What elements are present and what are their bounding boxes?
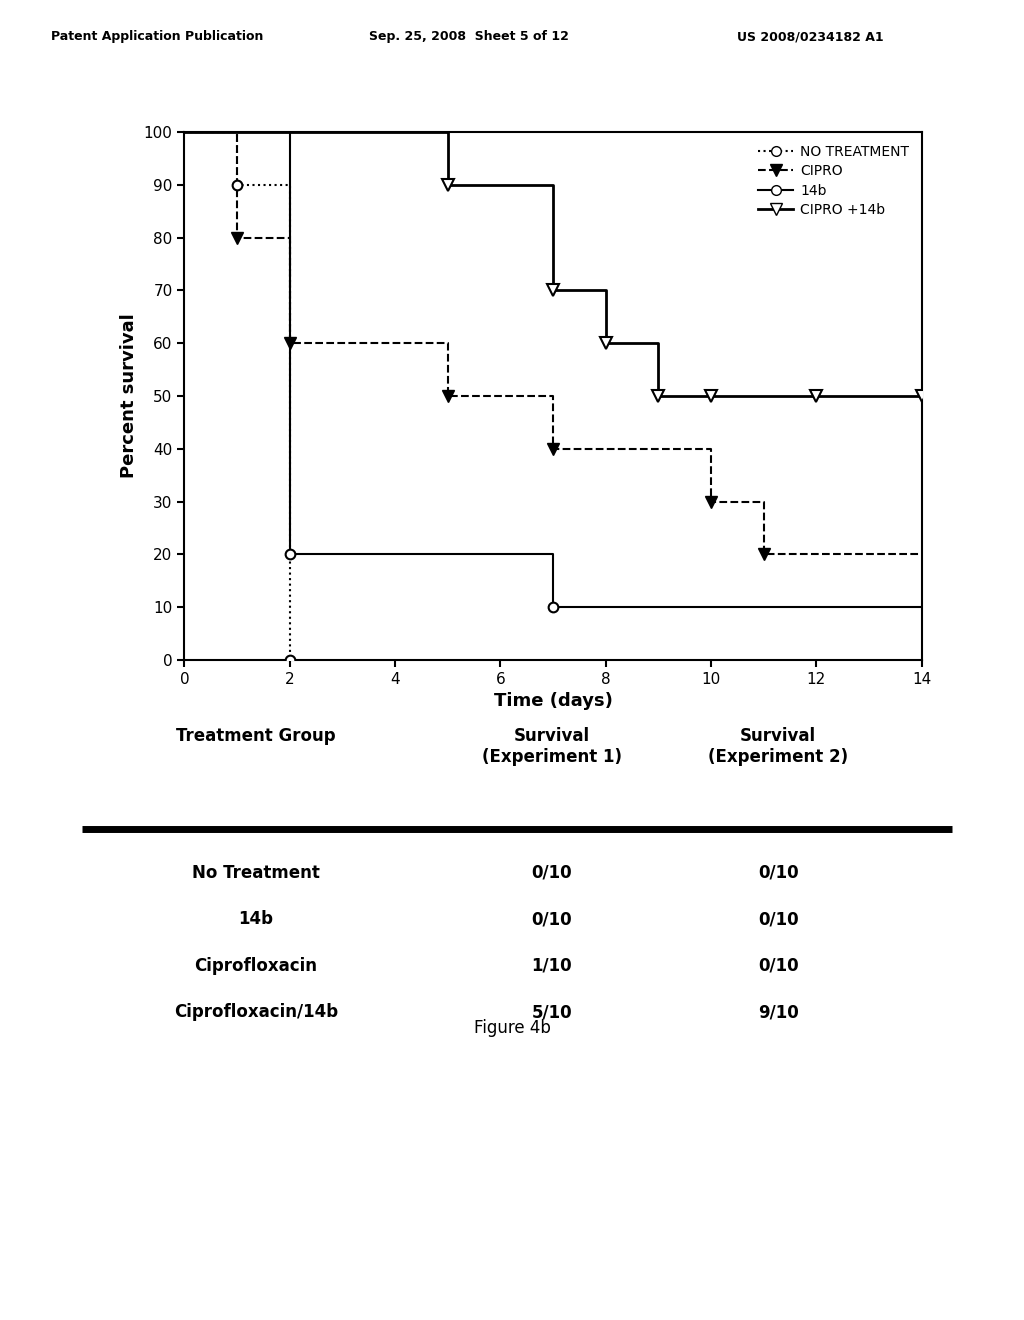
Text: Ciprofloxacin/14b: Ciprofloxacin/14b — [174, 1003, 338, 1022]
Text: 1/10: 1/10 — [531, 957, 572, 974]
Text: Sep. 25, 2008  Sheet 5 of 12: Sep. 25, 2008 Sheet 5 of 12 — [369, 30, 568, 44]
Text: No Treatment: No Treatment — [193, 863, 319, 882]
Text: 9/10: 9/10 — [758, 1003, 799, 1022]
Text: US 2008/0234182 A1: US 2008/0234182 A1 — [737, 30, 884, 44]
Text: Survival
(Experiment 2): Survival (Experiment 2) — [709, 727, 848, 766]
Text: 0/10: 0/10 — [758, 911, 799, 928]
Text: 14b: 14b — [239, 911, 273, 928]
Text: Ciprofloxacin: Ciprofloxacin — [195, 957, 317, 974]
Text: 5/10: 5/10 — [531, 1003, 572, 1022]
Text: 0/10: 0/10 — [531, 863, 572, 882]
Text: Patent Application Publication: Patent Application Publication — [51, 30, 263, 44]
Text: 0/10: 0/10 — [758, 863, 799, 882]
Y-axis label: Percent survival: Percent survival — [120, 314, 138, 478]
Legend: NO TREATMENT, CIPRO, 14b, CIPRO +14b: NO TREATMENT, CIPRO, 14b, CIPRO +14b — [753, 139, 914, 223]
Text: 0/10: 0/10 — [758, 957, 799, 974]
Text: 0/10: 0/10 — [531, 911, 572, 928]
Text: Figure 4b: Figure 4b — [473, 1019, 551, 1038]
Text: Survival
(Experiment 1): Survival (Experiment 1) — [482, 727, 622, 766]
Text: Treatment Group: Treatment Group — [176, 727, 336, 746]
X-axis label: Time (days): Time (days) — [494, 693, 612, 710]
